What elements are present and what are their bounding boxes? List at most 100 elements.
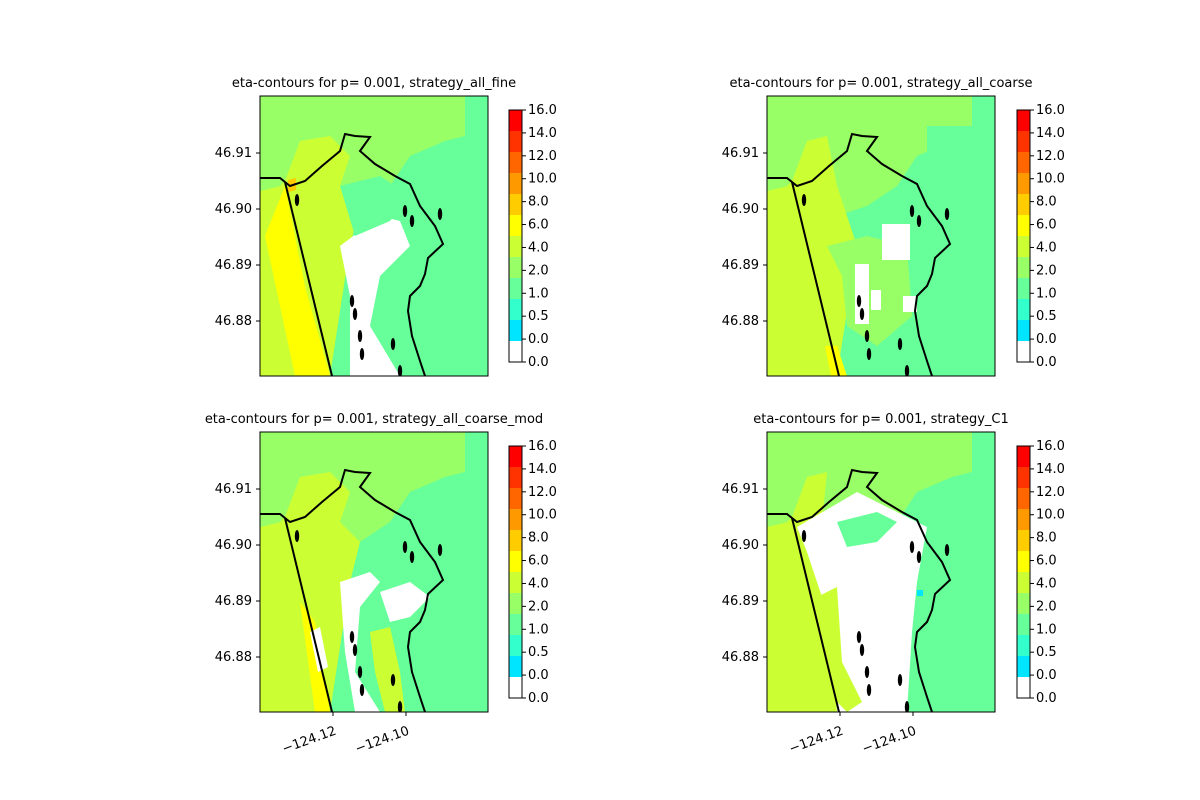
colorbar-tick-label: 10.0: [528, 508, 557, 523]
field-teal-inner: [837, 512, 897, 547]
islet: [904, 365, 910, 376]
colorbar-segment: [509, 152, 522, 173]
colorbar-segment: [509, 320, 522, 341]
islet: [916, 551, 922, 563]
y-tick-label: 46.89: [722, 258, 759, 273]
map-area: [260, 432, 488, 712]
field-white-a: [882, 224, 910, 260]
colorbar-tick-label: 2.0: [528, 599, 549, 614]
colorbar-tick-label: 0.0: [528, 332, 549, 347]
colorbar-segment: [509, 278, 522, 299]
y-tick-label: 46.91: [215, 482, 252, 497]
colorbar-segment: [509, 131, 522, 152]
coastline: [767, 132, 952, 376]
field-white: [797, 492, 927, 712]
colorbar-tick-label: 0.5: [528, 309, 549, 324]
y-tick-label: 46.88: [722, 314, 759, 329]
colorbar-tick-label: 8.0: [528, 195, 549, 210]
colorbar-tick-label: 4.0: [528, 240, 549, 255]
subplot-2: eta-contours for p= 0.001, strategy_all_…: [722, 76, 1065, 377]
islet: [944, 544, 950, 556]
subplot-3: eta-contours for p= 0.001, strategy_all_…: [205, 412, 557, 757]
colorbar-tick-label: 1.0: [1036, 286, 1057, 301]
colorbar-tick-label: 1.0: [528, 286, 549, 301]
colorbar-tick-label: 0.0: [1036, 668, 1057, 683]
colorbar-tick-label: 14.0: [528, 462, 557, 477]
colorbar: 0.0 0.0 0.5 1.0 2.0 4.0 6.0 8.0 10.0 12.0 14.0 16.0: [1016, 439, 1065, 706]
jetty-line: [284, 181, 333, 376]
colorbar-segment: [509, 236, 522, 257]
colorbar-tick-label: 12.0: [1036, 149, 1065, 164]
colorbar-frame: [1016, 109, 1031, 363]
x-tick-label: −124.10: [860, 724, 918, 757]
islet: [390, 674, 396, 686]
islet: [866, 684, 872, 696]
islet: [294, 530, 300, 542]
islet: [294, 194, 300, 206]
map-area: [260, 96, 488, 376]
colorbar-segment: [1017, 215, 1030, 236]
colorbar-segment: [1017, 341, 1030, 362]
axes-frame: [766, 431, 996, 713]
islet: [402, 205, 408, 217]
colorbar-segment: [1017, 467, 1030, 488]
chart-title: eta-contours for p= 0.001, strategy_all_…: [730, 76, 1033, 91]
islet: [864, 666, 870, 678]
coastline: [260, 132, 445, 376]
colorbar-segment: [509, 467, 522, 488]
colorbar-tick-label: 8.0: [528, 531, 549, 546]
colorbar-tick-label: 1.0: [528, 622, 549, 637]
islet: [897, 338, 903, 350]
y-tick-label: 46.88: [722, 650, 759, 665]
islet: [909, 541, 915, 553]
islet: [437, 544, 443, 556]
colorbar-segment: [1017, 299, 1030, 320]
colorbar-segment: [1017, 509, 1030, 530]
islet: [866, 348, 872, 360]
colorbar-tick-label: 0.0: [1036, 332, 1057, 347]
colorbar-tick-label: 8.0: [1036, 531, 1057, 546]
colorbar-segment: [509, 656, 522, 677]
colorbar-tick-label: 0.0: [528, 691, 549, 706]
colorbar-segment: [509, 299, 522, 320]
map-area: [767, 432, 995, 712]
islet: [349, 631, 355, 643]
colorbar-segment: [509, 572, 522, 593]
colorbar-segment: [509, 341, 522, 362]
chart-title: eta-contours for p= 0.001, strategy_all_…: [205, 412, 543, 427]
y-tick-label: 46.89: [215, 594, 252, 609]
colorbar-tick-label: 16.0: [528, 439, 557, 454]
islet: [357, 666, 363, 678]
islet: [897, 674, 903, 686]
islet: [352, 644, 358, 656]
colorbar-tick-label: 4.0: [1036, 576, 1057, 591]
colorbar-tick-label: 14.0: [1036, 462, 1065, 477]
colorbar-tick-label: 8.0: [1036, 195, 1057, 210]
colorbar-tick-label: 12.0: [528, 485, 557, 500]
islet: [390, 338, 396, 350]
axes-frame: [259, 431, 489, 713]
colorbar-tick-label: 2.0: [1036, 599, 1057, 614]
colorbar-segment: [509, 110, 522, 131]
coastline: [767, 468, 952, 712]
islet: [397, 365, 403, 376]
colorbar-tick-label: 16.0: [528, 103, 557, 118]
colorbar-tick-label: 16.0: [1036, 439, 1065, 454]
colorbar-tick-label: 0.0: [528, 355, 549, 370]
colorbar-segment: [1017, 677, 1030, 698]
islet: [856, 295, 862, 307]
colorbar-tick-label: 12.0: [1036, 485, 1065, 500]
field-green-inner: [827, 236, 912, 346]
field-lime-inner: [817, 587, 862, 712]
axes-frame: [766, 95, 996, 377]
islet: [801, 194, 807, 206]
colorbar-segment: [509, 551, 522, 572]
jetty-line: [284, 517, 333, 712]
colorbar-tick-label: 0.5: [1036, 309, 1057, 324]
colorbar-segment: [509, 215, 522, 236]
coastline: [260, 468, 445, 712]
field-lime-west: [260, 472, 360, 712]
islet: [856, 631, 862, 643]
colorbar-frame: [508, 109, 523, 363]
